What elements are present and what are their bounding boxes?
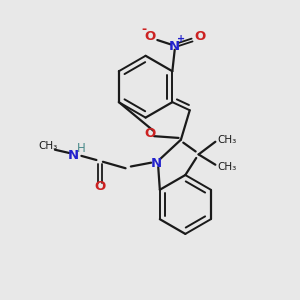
Text: +: + <box>176 34 185 44</box>
Text: -: - <box>141 23 146 36</box>
Text: O: O <box>94 180 106 193</box>
Text: N: N <box>68 149 79 162</box>
Text: H: H <box>77 142 86 155</box>
Text: N: N <box>150 157 161 170</box>
Text: CH₃: CH₃ <box>217 135 236 145</box>
Text: N: N <box>169 40 180 53</box>
Text: O: O <box>144 127 156 140</box>
Text: CH₃: CH₃ <box>39 141 58 151</box>
Text: CH₃: CH₃ <box>217 162 236 172</box>
Text: O: O <box>194 30 206 43</box>
Text: O: O <box>144 30 155 43</box>
